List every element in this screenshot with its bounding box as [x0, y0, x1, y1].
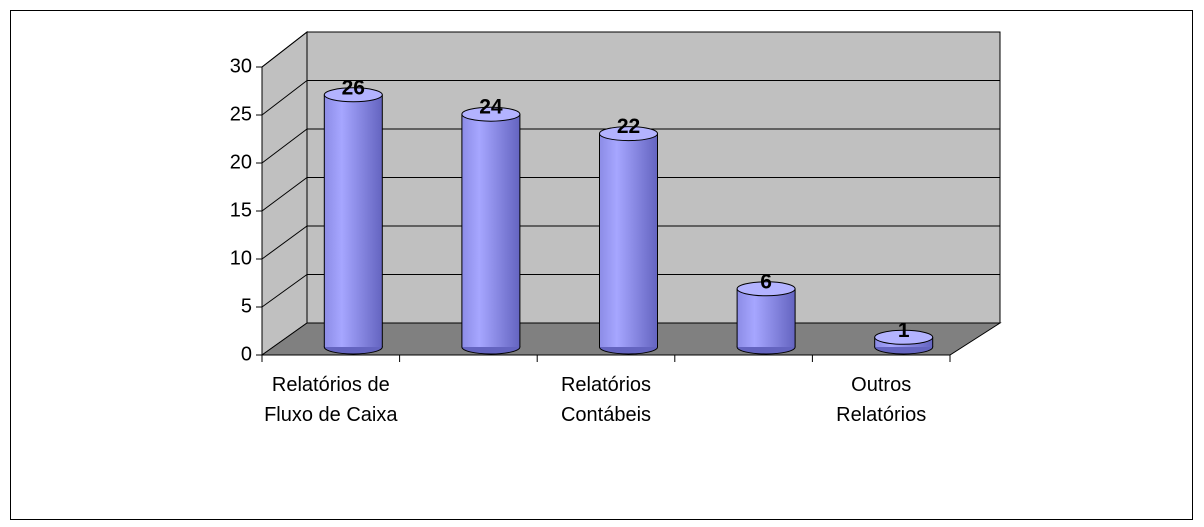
x-tick-label: Outros Relatórios	[836, 374, 927, 426]
grid-line	[261, 274, 308, 308]
bar-top	[874, 329, 934, 345]
bar-top	[736, 281, 796, 297]
grid-line	[261, 80, 308, 116]
y-tick-label: 15	[230, 199, 252, 221]
grid-line	[261, 225, 308, 260]
bar-body	[599, 133, 658, 347]
bar	[461, 106, 521, 355]
y-tick-label: 30	[230, 55, 252, 77]
bar-top	[323, 87, 383, 103]
bar-body	[737, 288, 796, 347]
y-tick-label: 5	[241, 295, 252, 317]
x-tick-label: Relatórios de Fluxo de Caixa	[264, 374, 398, 426]
data-label: 24	[479, 96, 503, 119]
bar	[874, 329, 934, 355]
bar-top	[461, 106, 521, 122]
bar	[599, 126, 658, 355]
data-label: 1	[898, 319, 910, 342]
data-label: 22	[617, 115, 640, 138]
bar-body	[461, 114, 520, 347]
bar	[736, 281, 796, 355]
bar-top	[599, 126, 658, 142]
side-wall	[261, 30, 308, 356]
bar-body	[324, 94, 383, 347]
y-tick-label: 20	[230, 151, 252, 173]
grid-line	[261, 128, 308, 164]
data-label: 6	[760, 270, 772, 293]
y-tick-label: 10	[230, 247, 252, 269]
data-label: 26	[342, 76, 365, 99]
y-tick-label: 0	[241, 343, 252, 365]
grid-line	[261, 177, 308, 212]
grid-line	[261, 31, 308, 68]
x-tick-label: Relatórios Contábeis	[560, 374, 652, 426]
y-tick-label: 25	[230, 103, 252, 125]
bar	[323, 87, 383, 355]
